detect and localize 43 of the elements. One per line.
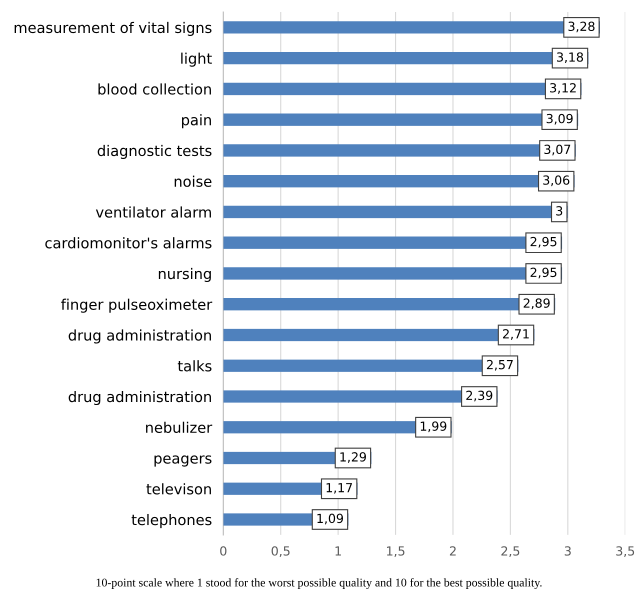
y-tick-label: cardiomonitor's alarms	[45, 237, 212, 248]
x-tick-label: 3	[564, 546, 571, 556]
data-label: 3,06	[543, 175, 570, 186]
text: 10-point scale where 1 stood for the worst possible quality and 10 for the best possible quality.	[96, 578, 542, 589]
y-tick-label: drug administration	[68, 329, 211, 344]
y-tick-label: pain	[182, 114, 211, 128]
data-label: 1,17	[326, 483, 352, 494]
data-label: 2,57	[486, 360, 513, 371]
x-tick-label: 0	[220, 546, 226, 556]
x-tick-label: 1,5	[386, 546, 404, 557]
y-tick-label: blood collection	[98, 83, 211, 95]
data-label: 2,89	[524, 298, 550, 310]
data-label: 2,39	[466, 390, 492, 402]
y-tick-label: nebulizer	[146, 422, 212, 433]
data-label: 3,09	[546, 114, 573, 125]
data-label: 3,18	[557, 52, 584, 64]
y-tick-label: peagers	[154, 455, 212, 467]
y-tick-label: measurement of vital signs	[14, 22, 212, 36]
data-label: 2,71	[503, 329, 529, 340]
data-label: 3	[556, 206, 562, 216]
y-tick-label: noise	[174, 176, 212, 187]
data-label: 1,09	[317, 514, 344, 524]
data-label: 2,95	[530, 236, 556, 248]
x-tick-label: 2	[450, 546, 456, 556]
y-tick-label: diagnostic tests	[98, 144, 212, 159]
x-tick-label: 2,5	[501, 546, 520, 557]
y-tick-label: ventilator alarm	[96, 206, 211, 218]
data-label: 3,07	[544, 144, 570, 156]
data-label: 2,95	[530, 268, 556, 278]
x-tick-label: 1	[336, 546, 341, 556]
y-tick-label: televison	[146, 483, 211, 494]
y-tick-label: light	[181, 52, 212, 67]
y-tick-label: drug administration	[68, 390, 211, 406]
y-tick-label: nursing	[158, 268, 211, 282]
y-tick-label: telephones	[132, 514, 212, 528]
data-label: 1,99	[420, 421, 446, 432]
y-tick-label: talks	[178, 360, 212, 372]
data-label: 3,28	[568, 22, 595, 32]
data-label: 1,29	[340, 452, 366, 463]
data-label: 3,12	[550, 83, 576, 94]
x-tick-label: 3,5	[616, 546, 634, 557]
y-tick-label: finger pulseoximeter	[61, 298, 212, 313]
x-tick-label: 0,5	[272, 546, 290, 557]
